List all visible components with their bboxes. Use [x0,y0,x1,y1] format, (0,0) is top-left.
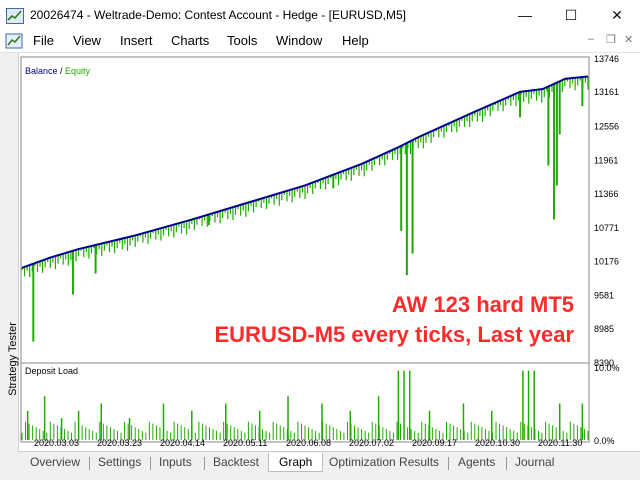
mdi-minimize-button[interactable]: – [588,33,595,45]
chart-canvas: 13746 13161 12556 11961 11366 10771 10176 9581 8… [20,54,620,448]
y-tick-label: 11961 [594,155,618,165]
y-tick-label: 12556 [594,122,619,132]
menu-bar: File View Insert Charts Tools Window Hel… [0,30,640,53]
main-plot-frame [20,56,590,364]
tab-overview[interactable]: Overview [30,455,81,469]
legend-equity: Equity [65,66,91,76]
tab-journal[interactable]: Journal [515,455,555,469]
y-axis-labels: 13746 13161 12556 11961 11366 10771 10176 9581 8… [594,54,620,446]
y-tick-label: 10771 [594,223,619,233]
status-strip [0,473,640,480]
x-axis-labels: 2020.03.03 2020.03.23 2020.04.14 2020.05.11… [34,438,582,448]
x-tick-label: 2020.09.17 [412,438,457,448]
y-tick-label: 13161 [594,87,619,97]
window-title: 20026474 - Weltrade-Demo: Contest Accoun… [30,8,406,22]
x-tick-label: 2020.07.02 [349,438,394,448]
y-tick-label: 11366 [594,189,618,199]
tab-optimization-results[interactable]: Optimization Results [329,455,440,469]
mdi-restore-button[interactable]: ❐ [606,34,616,46]
menu-view[interactable]: View [73,33,101,48]
x-tick-label: 2020.03.23 [97,438,142,448]
y-tick-label: 9581 [594,290,614,300]
tab-inputs[interactable]: Inputs [159,455,192,469]
deposit-load-legend: Deposit Load [25,366,79,376]
y-tick-label: 10176 [594,257,619,267]
app-icon [6,8,24,24]
overlay-subtitle: EURUSD-M5 every ticks, Last year [214,322,575,347]
tab-separator [204,457,205,470]
close-button[interactable]: ✕ [611,7,623,23]
tab-backtest[interactable]: Backtest [213,455,260,469]
balance-line [21,75,589,269]
chart-legend: Balance / Equity [25,66,90,76]
overlay-title: AW 123 hard MT5 [391,292,574,317]
x-tick-label: 2020.03.03 [34,438,79,448]
x-tick-label: 2020.10.30 [475,438,520,448]
tab-settings[interactable]: Settings [98,455,142,469]
menu-window[interactable]: Window [276,33,323,48]
y-tick-label: 13746 [594,54,619,64]
deposit-y-tick-label: 10.0% [594,363,620,373]
deposit-layer [21,370,589,440]
x-tick-label: 2020.05.11 [223,438,267,448]
legend-separator: / [57,66,66,76]
x-tick-label: 2020.06.08 [286,438,331,448]
menu-file[interactable]: File [33,33,54,48]
y-tick-label: 8985 [594,324,614,334]
strategy-tester-label: Strategy Tester [7,322,19,396]
tab-graph[interactable]: Graph [268,453,324,472]
menu-insert[interactable]: Insert [120,33,153,48]
tester-tab-bar: Overview Settings Inputs Backtest Graph … [18,451,640,474]
menu-help[interactable]: Help [342,33,369,48]
x-tick-label: 2020.04.14 [160,438,205,448]
balance-layer [21,75,589,269]
mdi-close-button[interactable]: ✕ [624,34,634,46]
chart-document-icon[interactable] [5,33,23,49]
y-tick-label: 8390 [594,358,614,368]
tab-separator [448,457,449,470]
x-tick-label: 2020.11.30 [538,438,582,448]
strategy-tester-panel[interactable]: Strategy Tester [0,53,19,473]
tab-separator [150,457,151,470]
tab-agents[interactable]: Agents [458,455,496,469]
chart-area: 13746 13161 12556 11961 11366 10771 10176 9581 8… [0,53,640,451]
tab-separator [506,457,507,470]
maximize-button[interactable]: ☐ [564,7,578,23]
title-bar: 20026474 - Weltrade-Demo: Contest Accoun… [0,0,640,30]
menu-charts[interactable]: Charts [171,33,210,48]
legend-balance: Balance [25,66,58,76]
menu-tools[interactable]: Tools [227,33,258,48]
deposit-y-tick-label: 0.0% [594,436,615,446]
tab-separator [89,457,90,470]
minimize-button[interactable]: — [518,7,532,23]
